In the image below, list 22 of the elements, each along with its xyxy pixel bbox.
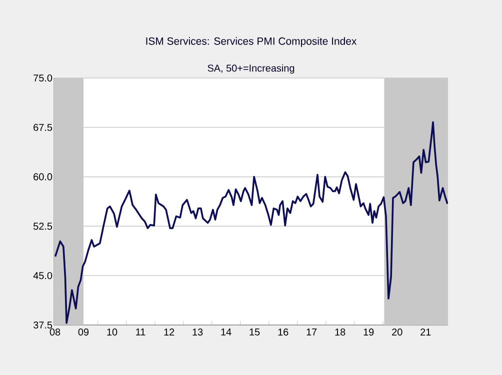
x-tick-label: 08 [50, 328, 60, 336]
y-tick-label: 52.5 [34, 222, 52, 230]
x-tick-label: 14 [221, 328, 232, 336]
y-tick-label: 67.5 [34, 124, 52, 131]
x-tick-label: 21 [420, 328, 431, 336]
chart-subtitle: SA, 50+=Increasing [208, 64, 294, 74]
y-tick-label: 37.5 [33, 321, 52, 329]
y-tick-label: 60.0 [34, 173, 52, 180]
x-tick-label: 10 [107, 328, 118, 336]
x-tick-label: 17 [306, 328, 317, 336]
x-tick-label: 19 [364, 328, 374, 336]
x-tick-label: 09 [78, 328, 89, 336]
x-tick-label: 16 [278, 328, 288, 336]
y-tick-label: 45.0 [33, 272, 52, 280]
x-tick-label: 20 [392, 328, 402, 336]
x-tick-label: 15 [250, 328, 260, 336]
y-tick-label: 75.0 [34, 74, 52, 82]
x-tick-label: 18 [335, 328, 346, 336]
x-tick-label: 12 [164, 328, 174, 336]
chart-title: ISM Services: Services PMI Composite Index [146, 37, 357, 47]
x-tick-label: 13 [192, 328, 203, 336]
x-tick-label: 11 [136, 328, 146, 336]
